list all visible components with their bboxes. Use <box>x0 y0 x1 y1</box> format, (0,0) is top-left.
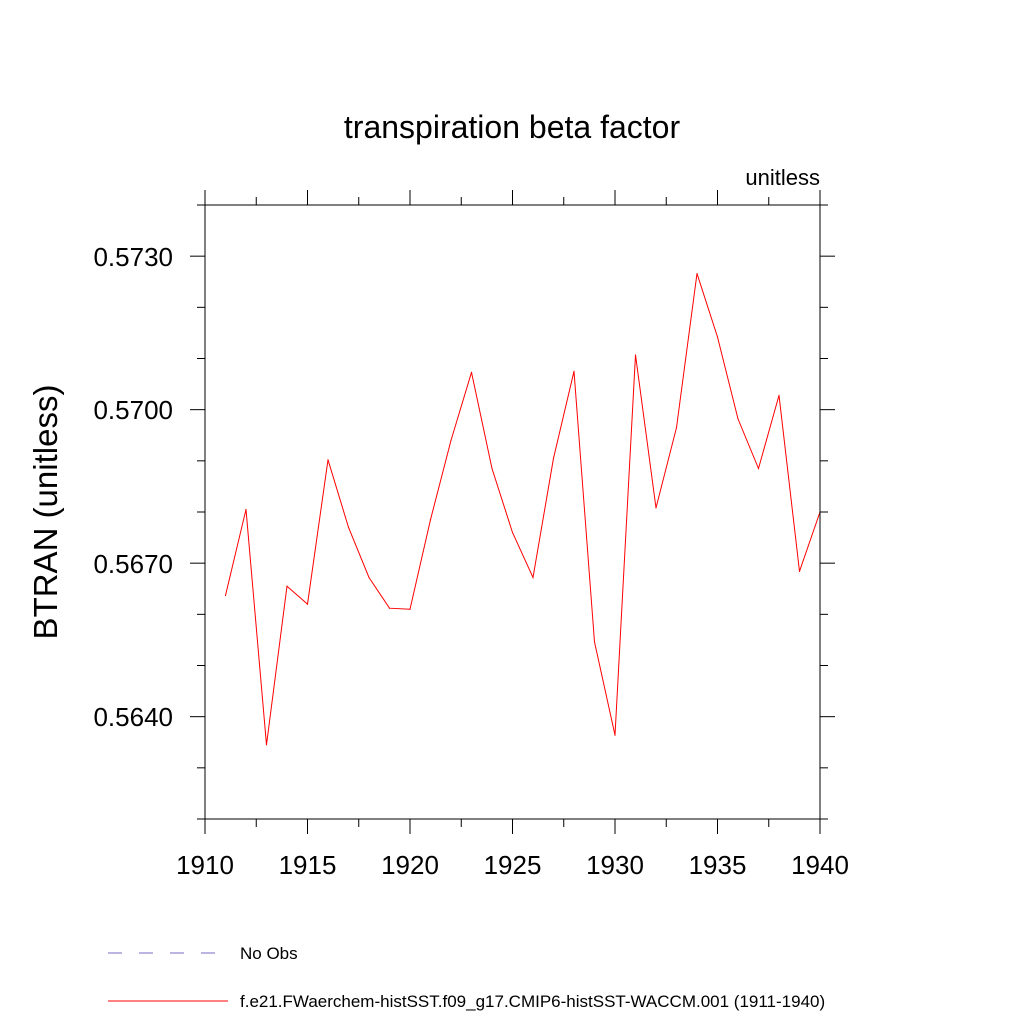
data-point <box>532 576 534 579</box>
data-point <box>327 459 329 461</box>
data-point <box>409 608 411 610</box>
data-point <box>347 526 350 528</box>
data-point <box>655 507 657 509</box>
data-point <box>224 594 227 597</box>
data-point <box>511 531 514 534</box>
data-point <box>573 370 575 372</box>
data-point <box>614 734 616 736</box>
y-tick-label: 0.5730 <box>93 242 173 272</box>
data-point <box>696 272 698 275</box>
units-label: unitless <box>745 165 820 190</box>
legend-label-model: f.e21.FWaerchem-histSST.f09_g17.CMIP6-hi… <box>240 992 825 1011</box>
y-tick-label: 0.5640 <box>93 702 173 732</box>
data-point <box>798 570 801 572</box>
data-point <box>552 457 555 459</box>
x-tick-label: 1925 <box>484 850 542 880</box>
x-tick-label: 1940 <box>791 850 849 880</box>
data-point <box>470 371 473 373</box>
x-tick-label: 1920 <box>381 850 439 880</box>
data-point <box>286 585 288 587</box>
axis-ticks <box>190 190 835 834</box>
legend: No Obs f.e21.FWaerchem-histSST.f09_g17.C… <box>108 944 825 1011</box>
data-point <box>778 394 780 396</box>
data-point <box>757 467 760 470</box>
y-axis-label: BTRAN (unitless) <box>27 385 64 640</box>
data-point <box>368 576 370 579</box>
data-point <box>306 603 309 605</box>
y-tick-labels: 0.5640 0.5670 0.5700 0.5730 <box>93 242 173 732</box>
x-tick-label: 1915 <box>279 850 337 880</box>
series-line <box>225 273 821 745</box>
x-tick-labels: 1910 1915 1920 1925 1930 1935 1940 <box>176 850 849 880</box>
data-point <box>388 607 391 609</box>
data-point <box>265 744 268 746</box>
data-point <box>737 418 739 420</box>
data-point <box>450 439 452 441</box>
data-point <box>634 354 637 356</box>
chart-title: transpiration beta factor <box>344 109 681 145</box>
x-tick-label: 1910 <box>176 850 234 880</box>
data-point <box>491 467 493 470</box>
x-tick-label: 1930 <box>586 850 644 880</box>
data-point <box>429 519 432 521</box>
data-point <box>675 426 678 429</box>
data-point <box>716 336 719 338</box>
x-tick-label: 1935 <box>689 850 747 880</box>
data-point <box>593 641 596 643</box>
y-tick-label: 0.5670 <box>93 549 173 579</box>
legend-label-no-obs: No Obs <box>240 944 298 963</box>
y-tick-label: 0.5700 <box>93 395 173 425</box>
series-layer <box>224 272 821 746</box>
plot-frame <box>204 204 821 820</box>
data-point <box>245 508 247 511</box>
